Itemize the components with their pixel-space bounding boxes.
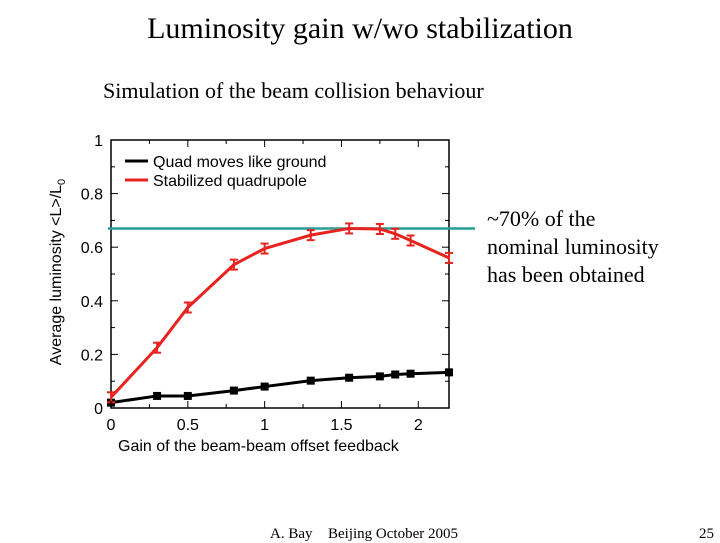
y-tick-label: 0.4: [81, 294, 103, 311]
annotation-line: has been obtained: [487, 262, 645, 287]
y-tick-label: 0.6: [81, 240, 103, 257]
data-point: [406, 234, 415, 247]
annotation-line: nominal luminosity: [487, 234, 659, 259]
annotation-line: ~70% of the: [487, 206, 596, 231]
data-point: [153, 341, 162, 354]
y-tick-label: 0.8: [81, 187, 103, 204]
x-tick-label: 1.5: [330, 417, 352, 434]
x-tick-label: 0.5: [177, 417, 199, 434]
legend-label: Quad moves like ground: [153, 154, 326, 171]
page-number: 25: [699, 526, 714, 542]
footer-author: A. Bay: [270, 526, 313, 542]
data-point: [406, 369, 415, 378]
x-tick-label: 2: [414, 417, 423, 434]
data-point: [183, 391, 192, 400]
data-point: [375, 372, 384, 381]
data-point: [306, 376, 315, 385]
y-tick-label: 0: [94, 401, 103, 418]
y-tick-label: 0.2: [81, 347, 103, 364]
annotation-text: ~70% of the nominal luminosity has been …: [487, 205, 702, 289]
footer-event: Beijing October 2005: [328, 526, 458, 542]
data-point: [391, 370, 400, 379]
slide-subtitle: Simulation of the beam collision behavio…: [103, 78, 484, 103]
data-point: [229, 386, 238, 395]
x-axis-label: Gain of the beam-beam offset feedback: [118, 438, 400, 455]
data-point: [306, 229, 315, 242]
series-quad-moves-like-ground: [107, 368, 453, 407]
data-point: [445, 251, 453, 264]
data-point: [445, 368, 453, 377]
data-point: [391, 227, 400, 240]
slide-title: Luminosity gain w/wo stabilization: [147, 12, 573, 45]
data-point: [260, 242, 269, 255]
data-point: [345, 222, 354, 235]
data-point: [345, 373, 354, 382]
series-stabilized-quadrupole: [107, 222, 453, 404]
x-tick-label: 1: [260, 417, 269, 434]
data-point: [375, 222, 384, 235]
y-tick-label: 1: [94, 133, 103, 150]
y-axis-label: Average luminosity <L>/L0: [48, 179, 68, 365]
x-tick-label: 0: [107, 417, 116, 434]
data-point: [183, 301, 192, 314]
data-point: [260, 382, 269, 391]
data-point: [153, 391, 162, 400]
data-point: [229, 258, 238, 271]
legend-label: Stabilized quadrupole: [153, 173, 307, 190]
